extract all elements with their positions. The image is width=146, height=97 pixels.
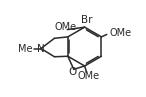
Text: Me: Me — [18, 43, 32, 54]
Text: OMe: OMe — [55, 22, 77, 32]
Text: N: N — [37, 43, 45, 54]
Text: Br: Br — [81, 15, 92, 25]
Text: O: O — [69, 67, 77, 77]
Text: OMe: OMe — [110, 28, 132, 38]
Text: OMe: OMe — [78, 71, 100, 81]
